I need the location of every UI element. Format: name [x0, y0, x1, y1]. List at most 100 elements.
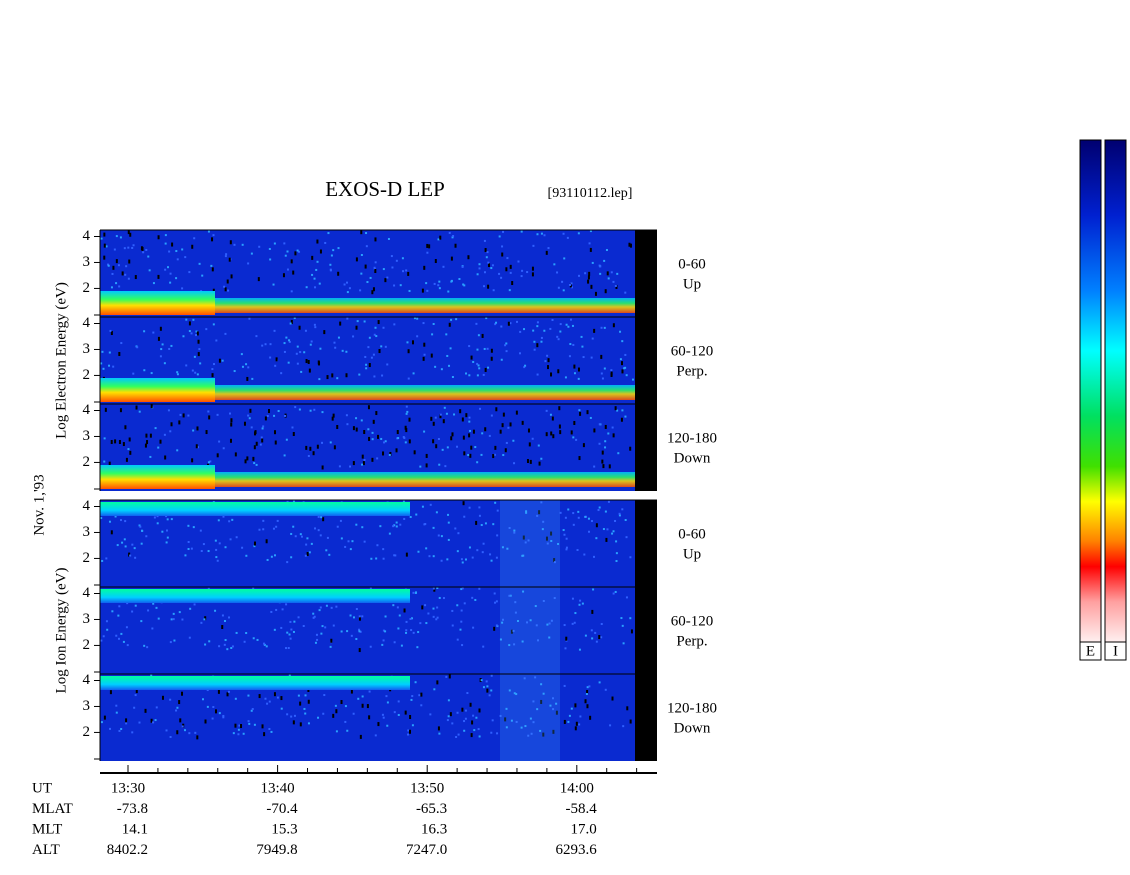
speckle	[477, 728, 480, 731]
speckle	[543, 329, 546, 332]
speckle	[505, 342, 508, 345]
speckle	[611, 426, 614, 429]
speckle	[462, 283, 465, 286]
speckle	[468, 546, 471, 549]
speckle	[114, 439, 117, 444]
speckle	[514, 601, 517, 604]
speckle	[149, 455, 152, 458]
speckle	[463, 729, 466, 732]
speckle	[584, 634, 587, 637]
speckle	[110, 530, 113, 535]
speckle	[229, 438, 232, 443]
speckle	[164, 455, 167, 460]
speckle	[605, 249, 608, 252]
speckle	[195, 334, 198, 337]
speckle	[393, 711, 396, 714]
speckle	[486, 347, 489, 350]
speckle	[504, 344, 507, 347]
speckle	[252, 637, 255, 640]
speckle	[205, 430, 208, 435]
speckle	[382, 557, 385, 560]
speckle	[288, 340, 291, 343]
speckle	[206, 705, 209, 708]
speckle	[532, 721, 535, 724]
speckle	[127, 448, 130, 451]
speckle	[314, 326, 317, 329]
speckle	[377, 722, 380, 727]
speckle	[521, 640, 524, 643]
speckle	[307, 722, 310, 725]
speckle	[294, 535, 297, 538]
speckle	[568, 283, 571, 286]
speckle	[411, 340, 414, 345]
speckle	[110, 331, 113, 336]
speckle	[198, 262, 201, 265]
speckle	[121, 271, 124, 276]
speckle	[370, 557, 373, 560]
speckle	[590, 284, 593, 289]
speckle	[486, 688, 489, 693]
speckle	[382, 548, 385, 551]
speckle	[417, 631, 420, 634]
speckle	[361, 615, 364, 618]
speckle	[555, 710, 558, 715]
speckle	[199, 362, 202, 365]
speckle	[542, 520, 545, 523]
speckle	[576, 549, 579, 552]
speckle	[397, 713, 400, 716]
ephemeris-label: MLAT	[32, 801, 73, 817]
speckle	[525, 511, 528, 514]
speckle	[187, 414, 190, 417]
speckle	[330, 638, 333, 643]
speckle	[303, 707, 306, 710]
speckle	[135, 405, 138, 410]
panel-direction: Perp.	[676, 363, 707, 379]
speckle	[487, 284, 490, 289]
speckle	[381, 643, 384, 646]
speckle	[285, 603, 288, 606]
speckle	[592, 555, 595, 558]
speckle	[247, 262, 250, 265]
y-tick-label: 3	[83, 341, 91, 357]
speckle	[507, 426, 510, 429]
speckle	[355, 257, 358, 262]
speckle	[508, 289, 511, 292]
panel-direction: Perp.	[676, 633, 707, 649]
speckle	[591, 609, 594, 614]
speckle	[349, 614, 352, 617]
speckle	[574, 703, 577, 708]
speckle	[251, 377, 254, 380]
speckle	[341, 349, 344, 352]
speckle	[111, 272, 114, 275]
speckle	[436, 587, 439, 590]
speckle	[517, 260, 520, 263]
speckle	[384, 278, 387, 283]
speckle	[508, 644, 511, 647]
speckle	[467, 255, 470, 260]
speckle	[345, 373, 348, 378]
speckle	[142, 251, 145, 254]
speckle	[509, 322, 512, 325]
speckle	[290, 628, 293, 631]
speckle	[461, 417, 464, 422]
speckle	[125, 718, 128, 723]
speckle	[300, 535, 303, 538]
speckle	[161, 343, 164, 346]
speckle	[362, 461, 365, 466]
speckle	[447, 521, 450, 524]
speckle	[387, 237, 390, 240]
speckle	[536, 708, 539, 711]
speckle	[288, 633, 291, 636]
speckle	[484, 367, 487, 372]
ephemeris-value: 14:00	[560, 780, 594, 796]
speckle	[621, 624, 624, 627]
speckle	[450, 280, 453, 283]
speckle	[303, 351, 306, 354]
speckle	[128, 437, 131, 442]
speckle	[525, 510, 528, 513]
speckle	[192, 318, 195, 321]
speckle	[305, 359, 308, 364]
panel-direction: Down	[674, 450, 711, 466]
speckle	[363, 429, 366, 434]
speckle	[549, 704, 552, 707]
